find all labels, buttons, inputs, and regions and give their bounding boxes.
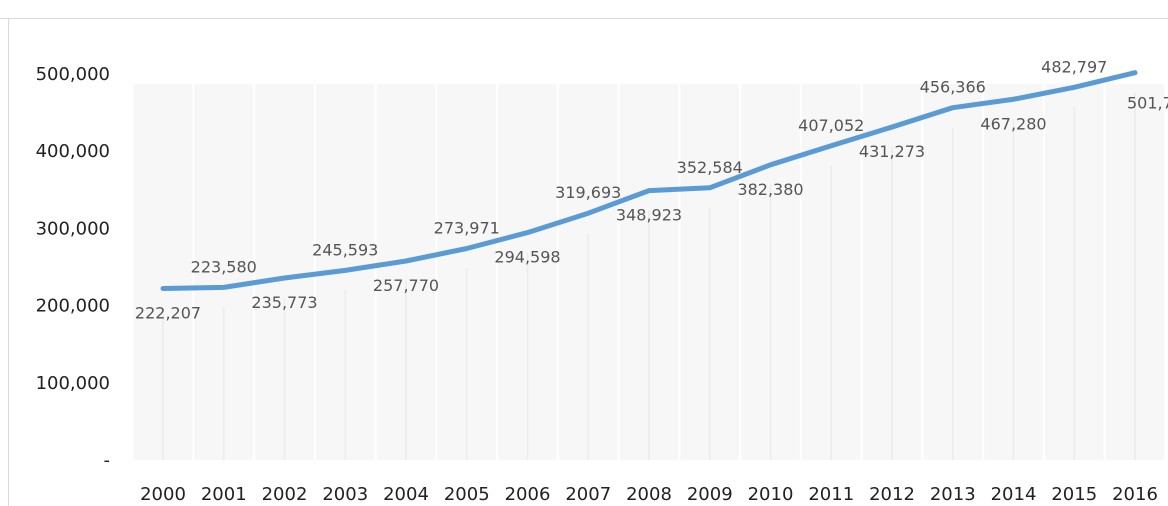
y-tick-label: 300,000 <box>36 218 110 239</box>
x-tick-label: 2000 <box>140 484 186 505</box>
data-label: 431,273 <box>859 142 925 161</box>
y-tick-label: 200,000 <box>36 296 110 317</box>
data-label: 456,366 <box>920 78 986 97</box>
data-label: 467,280 <box>980 114 1046 133</box>
frame-border-left <box>8 18 9 506</box>
x-tick-label: 2013 <box>930 484 976 505</box>
x-tick-label: 2016 <box>1112 484 1158 505</box>
y-tick-label: 100,000 <box>36 373 110 394</box>
series-line <box>160 70 1138 291</box>
data-label: 382,380 <box>737 180 803 199</box>
data-label: 352,584 <box>677 158 743 177</box>
data-label: 273,971 <box>434 218 500 237</box>
x-tick-label: 2005 <box>444 484 490 505</box>
x-tick-label: 2014 <box>991 484 1037 505</box>
x-tick-label: 2001 <box>201 484 247 505</box>
y-tick-label: - <box>104 450 111 471</box>
frame-border-top <box>0 18 1168 19</box>
data-label: 245,593 <box>312 240 378 259</box>
data-label: 482,797 <box>1041 57 1107 76</box>
x-tick-label: 2009 <box>687 484 733 505</box>
x-tick-label: 2015 <box>1051 484 1097 505</box>
y-tick-label: 400,000 <box>36 141 110 162</box>
x-tick-label: 2004 <box>383 484 429 505</box>
x-tick-label: 2010 <box>748 484 794 505</box>
data-label: 348,923 <box>616 206 682 225</box>
data-label: 501,700 <box>1127 94 1168 113</box>
x-tick-label: 2011 <box>808 484 854 505</box>
x-tick-label: 2002 <box>262 484 308 505</box>
data-label: 223,580 <box>191 257 257 276</box>
x-tick-label: 2006 <box>505 484 551 505</box>
x-tick-label: 2007 <box>565 484 611 505</box>
data-label: 294,598 <box>494 248 560 267</box>
data-label: 407,052 <box>798 116 864 135</box>
data-label: 222,207 <box>135 303 201 322</box>
x-tick-label: 2008 <box>626 484 672 505</box>
y-tick-label: 500,000 <box>36 64 110 85</box>
x-tick-label: 2012 <box>869 484 915 505</box>
data-label: 235,773 <box>251 293 317 312</box>
data-label: 319,693 <box>555 183 621 202</box>
x-tick-label: 2003 <box>322 484 368 505</box>
data-label: 257,770 <box>373 276 439 295</box>
